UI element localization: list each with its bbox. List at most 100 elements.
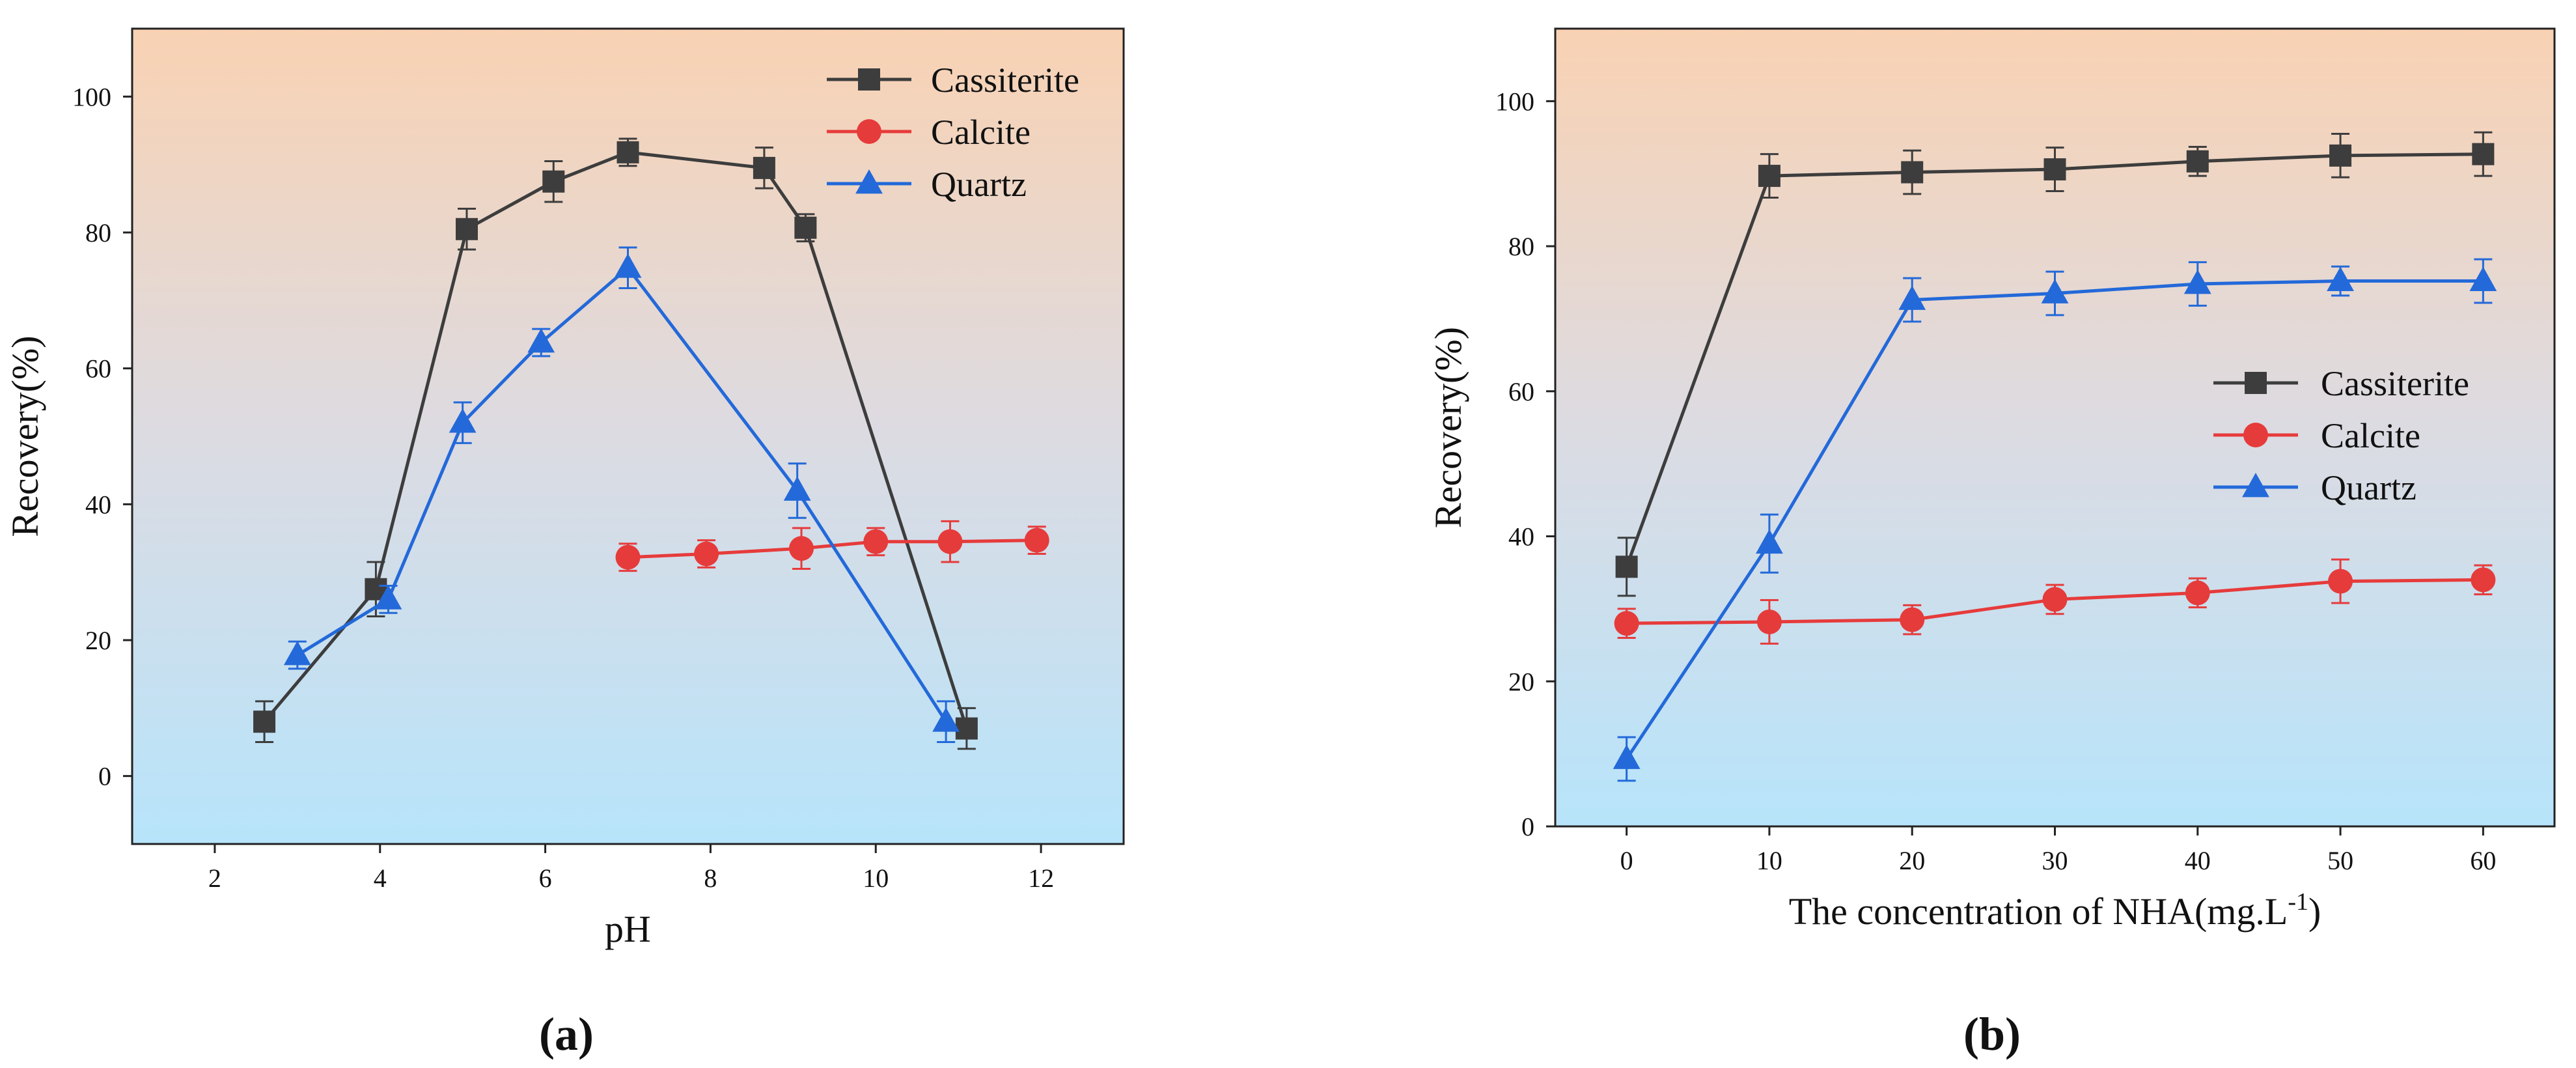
legend: Cassiterite Calcite Quartz	[827, 61, 1079, 204]
data-point-quartz	[783, 476, 811, 501]
data-point-cassiterite	[753, 156, 775, 179]
data-point-quartz	[283, 640, 311, 666]
data-point-cassiterite	[2186, 150, 2209, 173]
data-point-calcite	[615, 544, 641, 570]
y-tick-label: 40	[85, 490, 111, 519]
legend-marker-cassiterite	[2245, 372, 2267, 394]
x-axis-title: pH	[605, 908, 651, 950]
data-point-cassiterite	[253, 710, 276, 733]
y-tick-label: 20	[85, 626, 111, 655]
x-tick-label: 0	[1620, 846, 1633, 875]
data-point-cassiterite	[1758, 165, 1780, 188]
data-point-calcite	[1756, 609, 1782, 634]
y-tick-label: 80	[1508, 232, 1534, 261]
data-point-calcite	[1900, 607, 1925, 632]
legend-label-calcite: Calcite	[2321, 416, 2420, 455]
series-quartz	[1613, 258, 2497, 782]
y-tick-label: 40	[1508, 522, 1534, 552]
x-tick-label: 50	[2327, 846, 2353, 875]
chart-panel-b: 0 10 20 30 40 50 60 0 20 40 60 80 100 Recovery(%) The …	[1427, 27, 2556, 1060]
y-tick-label: 20	[1508, 667, 1534, 696]
data-point-calcite	[2328, 569, 2353, 594]
y-tick-label: 60	[1508, 377, 1534, 406]
x-tick-label: 8	[704, 864, 717, 893]
data-point-cassiterite	[456, 218, 478, 240]
data-point-cassiterite	[542, 170, 565, 193]
data-point-cassiterite	[1901, 161, 1924, 184]
legend-marker-quartz	[2242, 473, 2269, 498]
y-tick-label: 60	[85, 354, 111, 384]
panel-label: (b)	[1963, 1008, 2021, 1060]
x-tick-label: 4	[374, 864, 387, 893]
data-point-quartz	[1756, 529, 1783, 554]
legend-marker-calcite	[2243, 423, 2268, 447]
series-line	[628, 539, 1037, 559]
data-point-cassiterite	[794, 216, 817, 239]
legend-label-cassiterite: Cassiterite	[931, 61, 1079, 100]
data-point-quartz	[614, 253, 642, 278]
y-tick-label: 80	[85, 218, 111, 247]
series-cassiterite	[1615, 131, 2495, 597]
legend-label-cassiterite: Cassiterite	[2321, 364, 2469, 403]
x-tick-label: 2	[208, 864, 221, 893]
data-point-cassiterite	[2329, 144, 2352, 167]
data-point-quartz	[932, 707, 960, 732]
data-point-calcite	[2185, 580, 2210, 606]
plot-frame	[131, 27, 1125, 845]
y-tick-label: 0	[1521, 812, 1534, 841]
x-tick-label: 30	[2042, 846, 2068, 875]
legend: Cassiterite Calcite Quartz	[2213, 364, 2469, 507]
legend-label-quartz: Quartz	[2321, 468, 2417, 507]
data-point-quartz	[2183, 270, 2211, 294]
legend-label-quartz: Quartz	[931, 165, 1027, 204]
data-point-calcite	[937, 529, 963, 554]
data-point-quartz	[2327, 266, 2354, 291]
data-point-calcite	[694, 541, 719, 567]
legend-marker-cassiterite	[858, 68, 880, 91]
y-axis-title: Recovery(%)	[1427, 327, 1469, 528]
legend-marker-quartz	[855, 169, 883, 194]
data-point-quartz	[2469, 266, 2497, 291]
data-point-calcite	[863, 529, 889, 554]
data-point-cassiterite	[1615, 555, 1638, 578]
data-point-quartz	[2041, 279, 2069, 303]
x-tick-label: 40	[2185, 846, 2211, 875]
data-point-calcite	[1024, 527, 1049, 553]
series-cassiterite	[253, 137, 978, 750]
data-point-quartz	[449, 408, 477, 433]
y-tick-label: 0	[98, 762, 111, 791]
x-tick-label: 10	[1756, 846, 1782, 875]
x-axis-title-end: )	[2308, 890, 2321, 933]
data-point-quartz	[1613, 744, 1641, 769]
series-quartz	[283, 246, 960, 743]
data-point-quartz	[374, 585, 402, 610]
chart-panel-a: 2 4 6 8 10 12 0 20 40 60 80 100 Recovery(%) pH Cassite…	[4, 27, 1125, 1060]
x-tick-label: 12	[1028, 864, 1054, 893]
y-axis-title: Recovery(%)	[4, 335, 46, 537]
data-point-calcite	[789, 536, 814, 561]
data-point-calcite	[1614, 611, 1639, 636]
x-axis-title: The concentration of NHA(mg.L-1)	[1789, 888, 2321, 933]
x-tick-label: 10	[863, 864, 889, 893]
data-point-calcite	[2042, 587, 2068, 612]
series-calcite	[615, 520, 1049, 572]
data-point-cassiterite	[955, 717, 978, 740]
data-point-cassiterite	[616, 141, 639, 163]
x-tick-label: 6	[539, 864, 552, 893]
legend-label-calcite: Calcite	[931, 113, 1031, 152]
data-point-calcite	[2471, 567, 2496, 593]
series-calcite	[1614, 558, 2496, 645]
data-point-cassiterite	[2472, 143, 2495, 165]
y-tick-label: 100	[1495, 87, 1534, 116]
data-point-quartz	[1898, 285, 1926, 310]
panel-label: (a)	[539, 1008, 594, 1060]
x-tick-label: 20	[1899, 846, 1925, 875]
x-axis-title-main: The concentration of NHA(mg.L	[1789, 890, 2288, 933]
y-tick-label: 100	[72, 82, 111, 111]
legend-marker-calcite	[857, 119, 881, 144]
data-point-quartz	[527, 328, 555, 353]
data-point-cassiterite	[2043, 158, 2066, 181]
x-tick-label: 60	[2470, 846, 2496, 875]
x-axis-title-superscript: -1	[2288, 888, 2308, 916]
